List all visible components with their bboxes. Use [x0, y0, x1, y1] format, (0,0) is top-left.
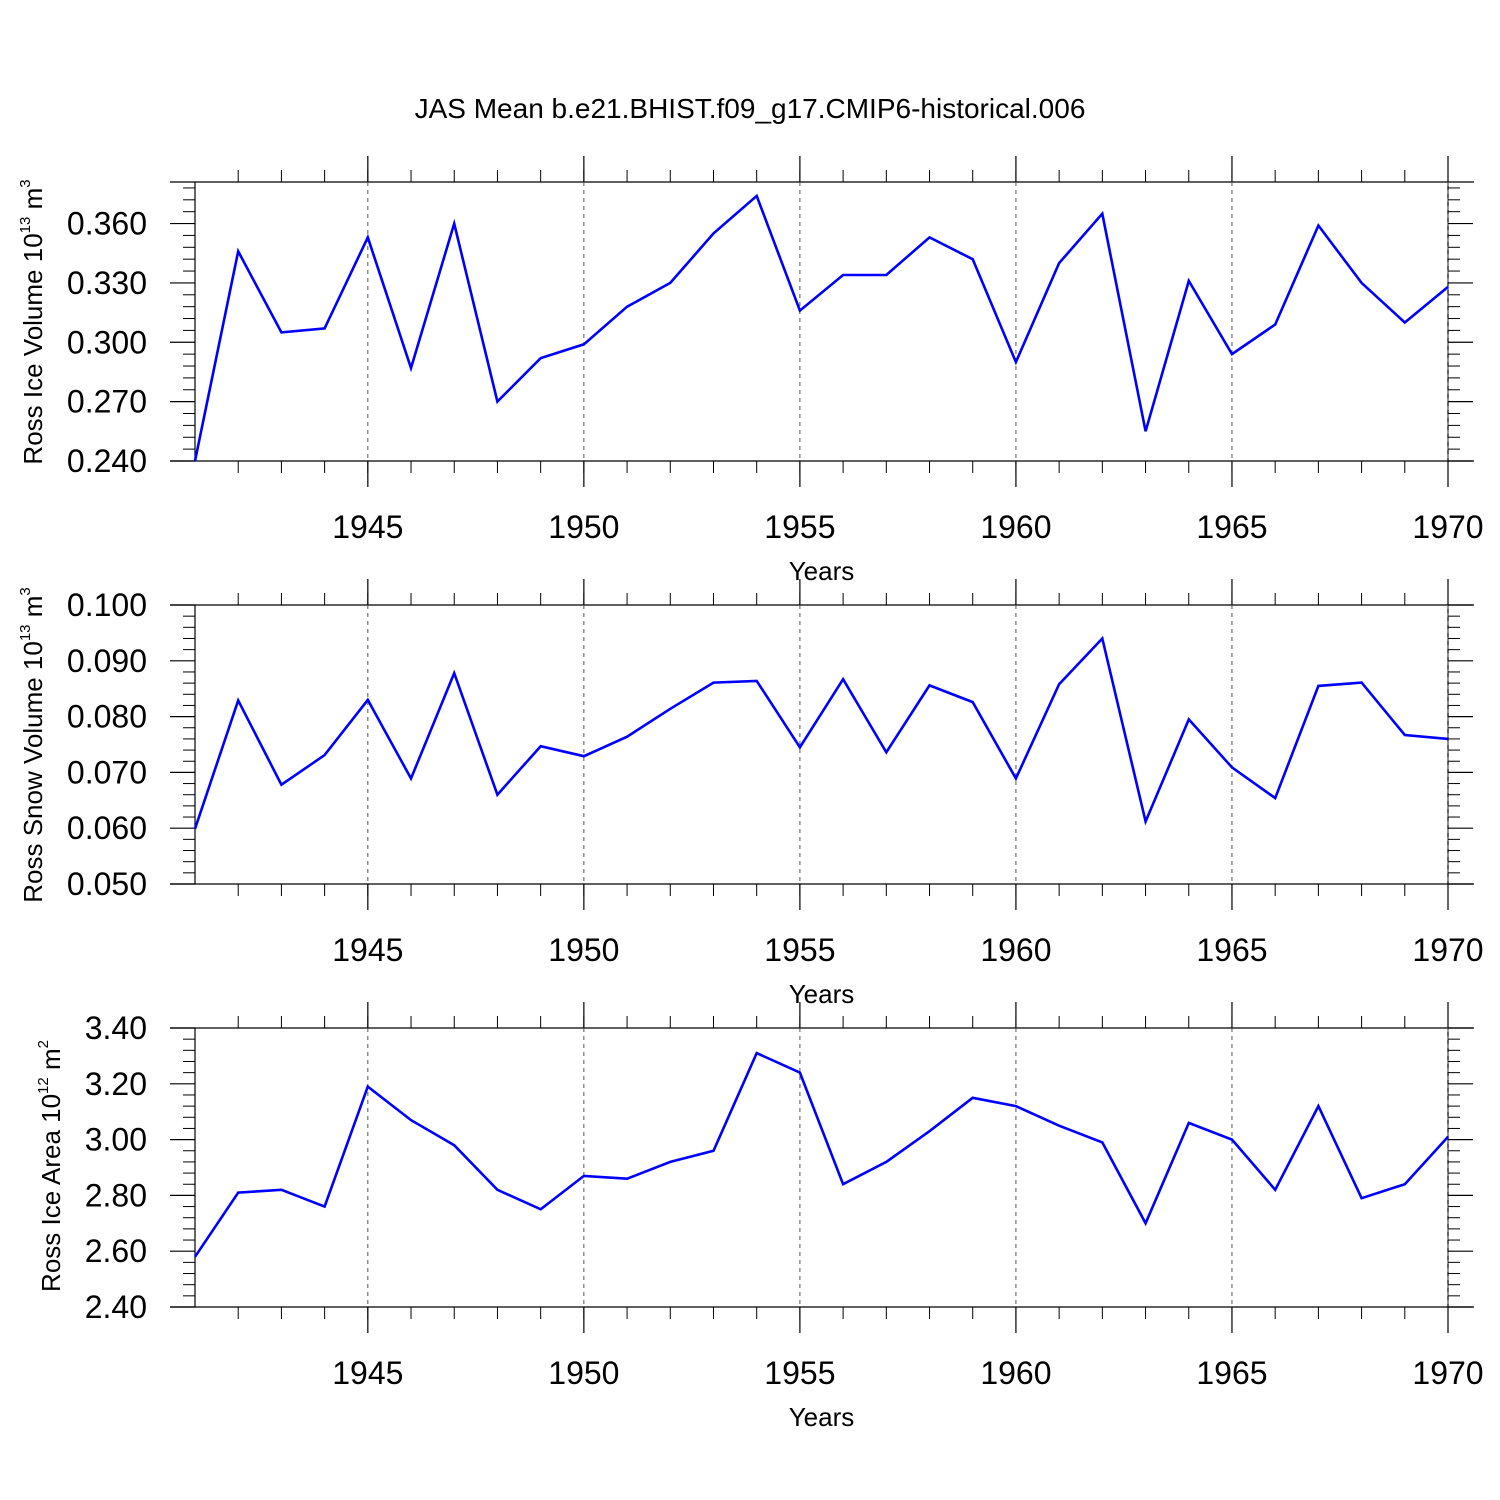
x-tick-label: 1970	[1412, 509, 1483, 545]
panels: 1945 1950 1955 1960 1965 1970 0.240 0.270 0.300 0…	[17, 156, 1484, 1432]
y-axis-label: Ross Snow Volume 1013 m3	[17, 587, 48, 903]
y-tick-label: 0.270	[67, 384, 147, 420]
x-tick-label: 1960	[980, 1355, 1051, 1391]
x-tick-label: 1960	[980, 509, 1051, 545]
y-tick-label: 0.240	[67, 443, 147, 479]
y-tick-label: 0.070	[67, 754, 147, 790]
y-tick-label: 0.080	[67, 699, 147, 735]
chart-panel-2: 1945 1950 1955 1960 1965 1970 0.050 0.060 0.070 0…	[17, 579, 1484, 1009]
y-axis-label: Ross Ice Volume 1013 m3	[17, 179, 48, 464]
x-tick-label: 1965	[1196, 509, 1267, 545]
y-tick-label: 0.300	[67, 324, 147, 360]
series-line	[193, 635, 1449, 830]
y-tick-label: 0.050	[67, 866, 147, 902]
x-tick-label: 1955	[764, 1355, 835, 1391]
x-tick-label: 1950	[548, 932, 619, 968]
y-tick-label: 2.80	[85, 1177, 147, 1213]
x-axis-label: Years	[789, 1402, 855, 1432]
x-axis-label: Years	[789, 556, 855, 586]
y-tick-label: 2.40	[85, 1289, 147, 1325]
y-tick-label: 0.060	[67, 810, 147, 846]
x-tick-label: 1950	[548, 1355, 619, 1391]
figure-title: JAS Mean b.e21.BHIST.f09_g17.CMIP6-histo…	[415, 93, 1086, 124]
x-tick-label: 1945	[332, 509, 403, 545]
x-tick-label: 1960	[980, 932, 1051, 968]
x-tick-label: 1955	[764, 932, 835, 968]
y-tick-label: 0.100	[67, 587, 147, 623]
y-tick-label: 3.20	[85, 1066, 147, 1102]
x-tick-label: 1950	[548, 509, 619, 545]
y-tick-label: 3.00	[85, 1122, 147, 1158]
x-axis-label: Years	[789, 979, 855, 1009]
x-tick-label: 1970	[1412, 1355, 1483, 1391]
x-tick-label: 1965	[1196, 932, 1267, 968]
chart-panel-3: 1945 1950 1955 1960 1965 1970 2.40 2.60 2.80 3.00…	[35, 1002, 1484, 1432]
chart-panel-1: 1945 1950 1955 1960 1965 1970 0.240 0.270 0.300 0…	[17, 156, 1484, 586]
y-axis-label: Ross Ice Area 1012 m2	[35, 1040, 66, 1292]
y-tick-label: 0.330	[67, 265, 147, 301]
y-tick-label: 2.60	[85, 1233, 147, 1269]
series-line	[193, 193, 1449, 462]
x-tick-label: 1955	[764, 509, 835, 545]
x-tick-label: 1965	[1196, 1355, 1267, 1391]
x-tick-label: 1945	[332, 1355, 403, 1391]
y-tick-label: 3.40	[85, 1010, 147, 1046]
y-tick-label: 0.360	[67, 206, 147, 242]
x-tick-label: 1945	[332, 932, 403, 968]
y-tick-label: 0.090	[67, 643, 147, 679]
series-line	[193, 1051, 1449, 1258]
x-tick-label: 1970	[1412, 932, 1483, 968]
